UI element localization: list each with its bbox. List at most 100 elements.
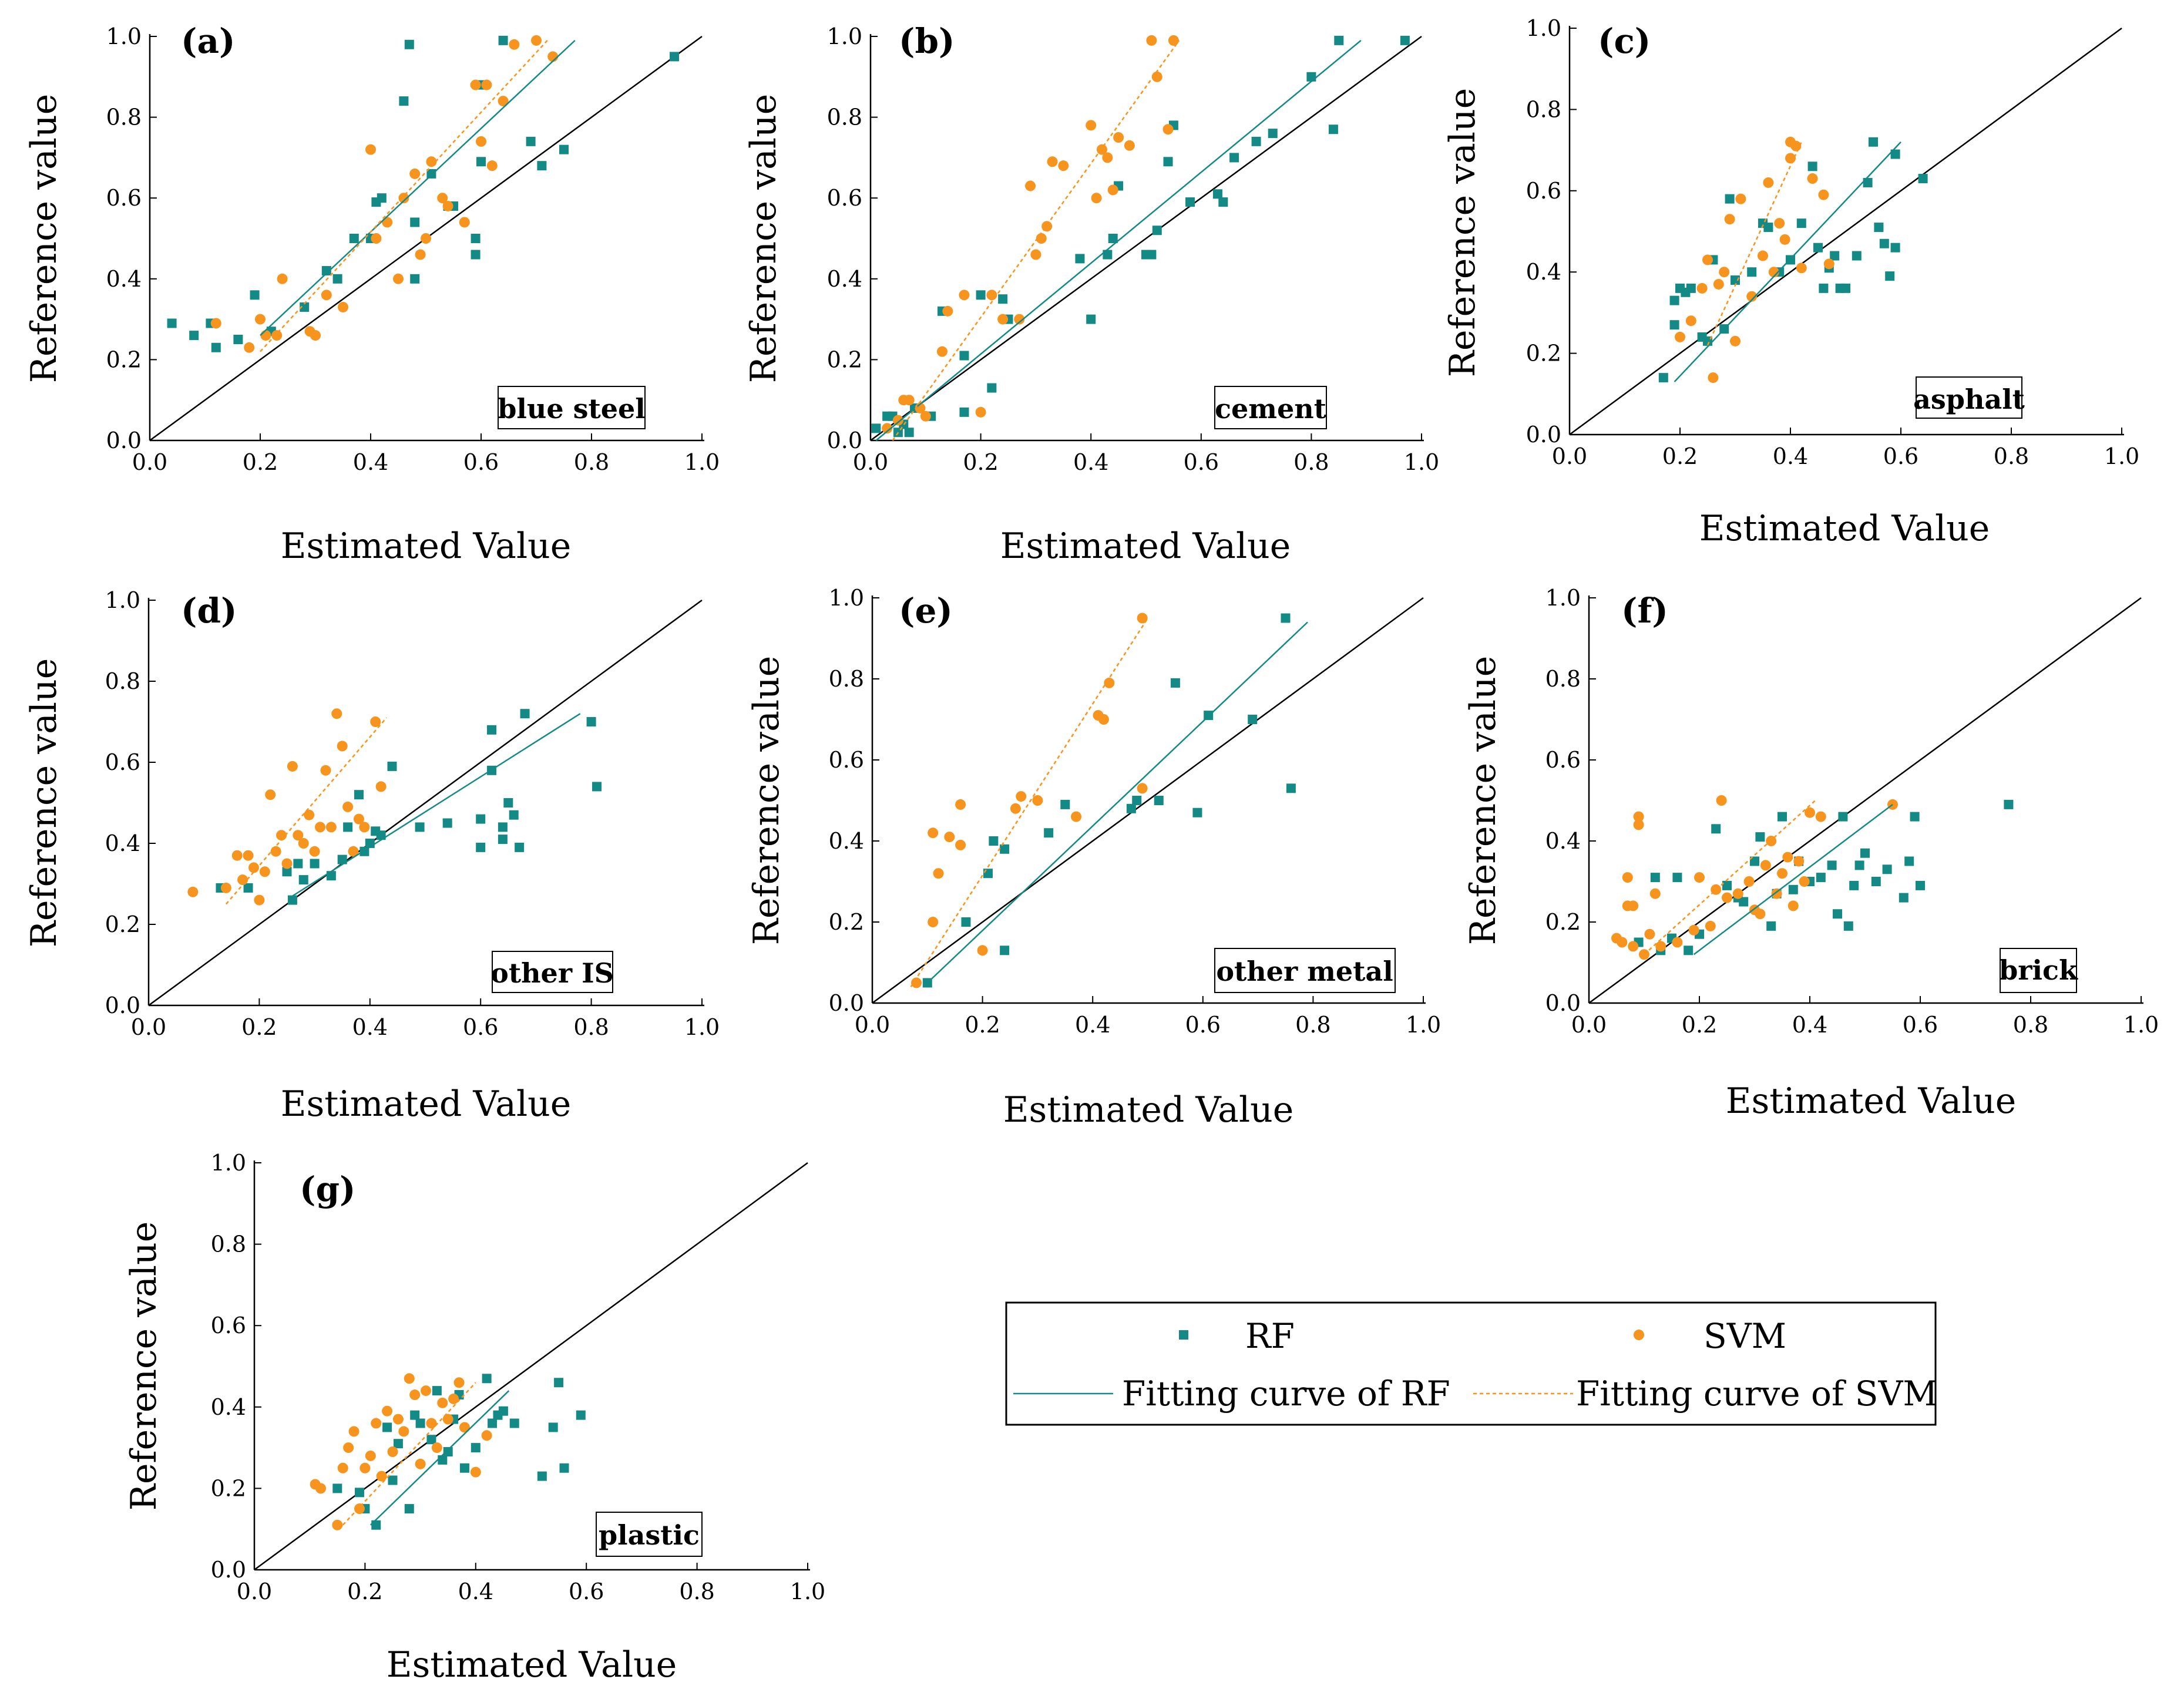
rf-point [293,859,303,869]
rf-point [1766,921,1776,931]
data-marks [1611,795,2014,960]
svm-point [1779,234,1790,245]
y-tick-label: 0.0 [106,428,142,453]
svm-point [959,290,970,301]
material-label-box [1214,948,1396,993]
panel-e: 0.0 0.2 0.4 0.6 0.8 1.0 0.0 0.2 0.4 0.6 0.8 1.0 (e)… [746,585,1441,1131]
svm-point [1705,920,1716,931]
svm-point [1785,153,1796,164]
x-axis-title: Estimated Value [387,1644,677,1685]
svm-point [415,249,426,260]
svm-point [1675,331,1685,342]
svm-point [248,862,259,873]
rf-point [1796,218,1806,228]
y-tick-label: 0.8 [105,668,140,694]
rf-point [393,1439,403,1449]
svm-point [1815,811,1826,822]
x-tick-label: 1.0 [790,1579,825,1604]
rf-point [415,822,425,832]
x-tick-label: 0.8 [573,1014,609,1040]
material-label-box [2000,948,2077,993]
rf-point [1286,783,1296,793]
svm-point [321,290,332,301]
rf-point [415,1418,425,1428]
rf-point [1251,136,1261,146]
svm-point [1025,180,1036,191]
svm-point [1098,714,1109,725]
rf-point [959,351,969,361]
y-tick-label: 0.2 [211,1475,246,1501]
rf-point [1731,275,1740,285]
svm-point [337,1462,348,1473]
svm-point [255,314,266,325]
rf-point [1000,946,1010,955]
rf-point [459,1463,469,1473]
material-label: blue steel [498,393,646,425]
x-tick-label: 0.0 [1552,443,1587,469]
svm-point [1617,937,1628,948]
svm-point [442,200,453,211]
x-tick-label: 0.2 [243,449,278,475]
svm-point [1162,124,1174,135]
rf-point [1843,921,1853,931]
rf-point [377,193,387,203]
svm-point [1763,177,1774,188]
y-tick-label: 1.0 [1526,15,1561,41]
svm-point [955,839,966,850]
svm-point [1694,872,1705,883]
svm-point [1091,193,1102,204]
rf-point [211,342,221,352]
svm-point [936,346,947,357]
svm-point [531,35,542,46]
svm-point [1787,900,1799,911]
svm-point [1655,941,1666,952]
rf-point [1882,864,1892,874]
x-axis-title: Estimated Value [1003,1089,1294,1131]
data-marks [310,1373,586,1530]
x-tick-label: 0.0 [853,449,888,475]
svm-point [997,314,1009,325]
svm-point [1104,677,1115,688]
svm-point [1107,184,1118,196]
svm-point [1713,278,1724,290]
svm-point [986,290,997,301]
identity-line [254,1162,808,1571]
y-tick-label: 0.2 [105,911,140,937]
rf-point [332,274,342,284]
panel-c: 0.0 0.2 0.4 0.6 0.8 1.0 0.0 0.2 0.4 0.6 0.8 1.0 (c)… [1442,15,2139,549]
svm-point [1036,233,1047,244]
svm-point [1096,144,1107,155]
x-axis-title: Estimated Value [1000,526,1291,567]
rf-point [1658,373,1668,383]
svm-point [370,716,381,727]
rf-point [349,234,359,243]
y-tick-label: 0.2 [829,909,864,935]
rf-point [404,1504,414,1514]
svm-point [332,1519,343,1530]
panel-label: (a) [181,21,235,61]
svm-point [1047,156,1058,167]
rf-point [2004,799,2014,809]
rf-point [961,917,971,927]
rf-point [1813,243,1823,253]
y-tick-label: 0.4 [829,828,864,854]
svm-point [928,827,939,839]
rf-point [983,869,993,879]
svm-point [298,838,309,849]
svm-point [325,822,337,833]
svm-point [1014,314,1025,325]
identity-line [870,35,1422,442]
svm-point [210,318,221,329]
axes: 0.0 0.2 0.4 0.6 0.8 1.0 0.0 0.2 0.4 0.6 0.8 1.0 [827,23,1440,475]
svm-point [453,1377,465,1388]
axes: 0.0 0.2 0.4 0.6 0.8 1.0 0.0 0.2 0.4 0.6 0.8 1.0 [829,585,1442,1038]
svm-fit-line [342,1382,476,1526]
svm-point [1724,214,1735,225]
svm-point [448,1393,459,1404]
y-tick-label: 0.0 [827,428,862,453]
rf-point [1281,613,1291,623]
x-tick-label: 0.8 [679,1579,714,1604]
svm-point [481,79,492,90]
svm-point [1622,872,1633,883]
